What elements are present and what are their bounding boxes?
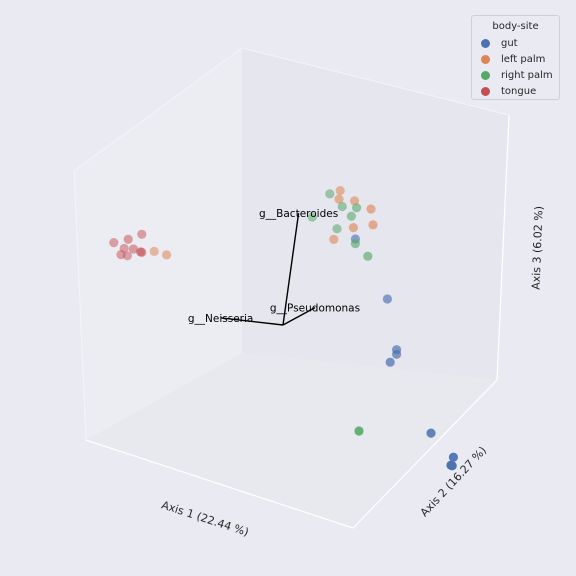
z-axis-label: Axis 3 (6.02 %) <box>530 206 546 290</box>
biplot-label: g__Pseudomonas <box>270 303 360 315</box>
scatter-point-gut <box>392 349 402 359</box>
legend-label: tongue <box>501 85 537 97</box>
legend-label: left palm <box>501 53 546 65</box>
legend-marker-icon <box>481 38 490 48</box>
legend-entry: right palm <box>481 67 559 83</box>
box-edge <box>73 170 87 441</box>
legend: body-site gut left palm right palm tongue <box>471 15 560 100</box>
scatter-point-gut <box>385 357 395 367</box>
scatter-points <box>109 186 458 471</box>
scatter-point-gut <box>446 460 456 470</box>
scatter-point-left-palm <box>348 223 358 233</box>
scatter-point-right-palm <box>354 426 364 436</box>
scatter-point-right-palm <box>346 211 356 221</box>
scatter-point-left-palm <box>335 186 345 196</box>
legend-title: body-site <box>492 21 539 32</box>
box-edge <box>85 439 354 529</box>
legend-entry: gut <box>481 35 559 51</box>
legend-entry: left palm <box>481 51 559 67</box>
scatter-point-gut <box>448 452 458 462</box>
scatter-point-gut <box>382 294 392 304</box>
biplot-arrow <box>220 317 284 326</box>
scatter-point-tongue <box>123 234 133 244</box>
box-edge <box>73 47 243 172</box>
legend-entry: tongue <box>481 83 559 99</box>
scatter-point-gut <box>426 428 436 438</box>
legend-marker-icon <box>481 70 490 80</box>
legend-marker-icon <box>481 54 490 64</box>
legend-label: right palm <box>501 69 553 81</box>
biplot-label: g__Bacteroides <box>259 208 338 220</box>
scatter-point-tongue <box>116 250 126 260</box>
scatter-point-tongue <box>137 229 147 239</box>
scatter-point-left-palm <box>334 194 344 204</box>
scatter-point-right-palm <box>307 212 317 222</box>
scatter-point-right-palm <box>337 201 347 212</box>
scatter-point-tongue <box>136 247 146 257</box>
scatter-point-left-palm <box>329 234 339 244</box>
box-edge <box>352 379 498 529</box>
scatter-point-left-palm <box>162 250 172 260</box>
scatter-point-left-palm <box>350 196 360 206</box>
scatter-point-left-palm <box>366 204 376 214</box>
legend-label: gut <box>501 37 518 49</box>
scatter-point-tongue <box>109 238 119 248</box>
box-edge <box>241 47 510 116</box>
scatter-point-right-palm <box>352 203 362 213</box>
pane-left <box>74 48 242 440</box>
pane-back <box>242 48 509 380</box>
box-edge <box>496 114 510 381</box>
scatter-point-right-palm <box>325 189 335 199</box>
biplot-arrow <box>282 213 300 326</box>
biplot-label: g__Neisseria <box>188 313 253 325</box>
scatter-point-left-palm <box>368 220 378 230</box>
scatter-point-right-palm <box>363 251 373 261</box>
scatter-point-right-palm <box>332 224 342 234</box>
biplot-arrow <box>282 306 316 326</box>
scatter-point-tongue <box>128 244 138 254</box>
scatter-point-right-palm <box>350 239 360 249</box>
legend-marker-icon <box>481 86 490 96</box>
scatter-point-left-palm <box>149 246 159 256</box>
pane-floor <box>86 353 497 528</box>
biplot-vectors: g__Bacteroides g__Pseudomonas g__Neisseria <box>188 208 360 326</box>
